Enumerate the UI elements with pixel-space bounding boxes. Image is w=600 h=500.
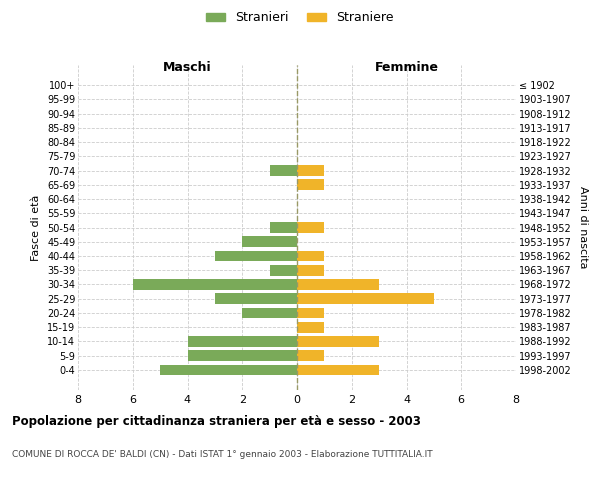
Bar: [133, 279, 297, 290]
Bar: [188, 336, 297, 346]
Bar: [160, 364, 297, 375]
Bar: [297, 165, 325, 176]
Bar: [188, 350, 297, 361]
Bar: [297, 294, 434, 304]
Bar: [242, 308, 297, 318]
Bar: [215, 294, 297, 304]
Text: Popolazione per cittadinanza straniera per età e sesso - 2003: Popolazione per cittadinanza straniera p…: [12, 415, 421, 428]
Bar: [297, 350, 325, 361]
Bar: [297, 364, 379, 375]
Text: Femmine: Femmine: [374, 60, 439, 74]
Bar: [269, 165, 297, 176]
Text: COMUNE DI ROCCA DE' BALDI (CN) - Dati ISTAT 1° gennaio 2003 - Elaborazione TUTTI: COMUNE DI ROCCA DE' BALDI (CN) - Dati IS…: [12, 450, 433, 459]
Y-axis label: Fasce di età: Fasce di età: [31, 194, 41, 260]
Bar: [297, 222, 325, 233]
Bar: [297, 180, 325, 190]
Y-axis label: Anni di nascita: Anni di nascita: [578, 186, 589, 269]
Bar: [269, 265, 297, 276]
Bar: [297, 250, 325, 262]
Bar: [297, 279, 379, 290]
Bar: [297, 308, 325, 318]
Bar: [297, 336, 379, 346]
Bar: [297, 265, 325, 276]
Bar: [297, 322, 325, 332]
Bar: [269, 222, 297, 233]
Text: Maschi: Maschi: [163, 60, 212, 74]
Legend: Stranieri, Straniere: Stranieri, Straniere: [206, 11, 394, 24]
Bar: [242, 236, 297, 247]
Bar: [215, 250, 297, 262]
